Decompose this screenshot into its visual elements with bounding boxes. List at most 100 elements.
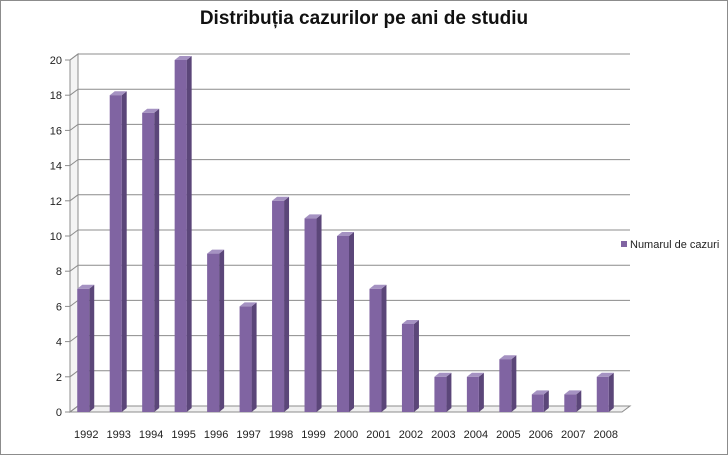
- y-tick-label: 20: [50, 55, 62, 67]
- x-tick-label: 1994: [139, 429, 163, 441]
- bars: [77, 56, 614, 413]
- bar-side: [478, 372, 484, 412]
- bar-front: [531, 394, 544, 412]
- bar-front: [207, 253, 220, 412]
- bar-top: [596, 372, 614, 377]
- bar-side: [154, 108, 160, 413]
- bar: [564, 390, 582, 412]
- y-tick-label: 2: [56, 372, 62, 384]
- bar-top: [304, 214, 322, 219]
- x-tick-label: 2003: [431, 429, 455, 441]
- y-tick-label: 6: [56, 301, 62, 313]
- bar-side: [186, 56, 192, 412]
- bar-front: [174, 60, 187, 412]
- gridline: [69, 159, 630, 167]
- bar-side: [349, 232, 354, 412]
- bar-side: [381, 284, 387, 412]
- bar: [272, 196, 290, 412]
- bar: [142, 108, 160, 413]
- x-axis-ticks: 1992 1993 1994 1995 1996 1997 1998 1999 2000 2001…: [74, 429, 618, 441]
- bar-front: [466, 376, 479, 412]
- gridline: [69, 123, 630, 131]
- y-axis-ticks: 0 2 4 6 8 10 12 14 16 18 20: [50, 55, 71, 419]
- bar-front: [434, 376, 447, 412]
- bar-side: [511, 355, 517, 412]
- x-tick-label: 1997: [236, 429, 260, 441]
- x-tick-label: 1998: [269, 429, 293, 441]
- y-tick-label: 4: [56, 337, 62, 349]
- x-tick-label: 1999: [301, 429, 325, 441]
- bar-side: [251, 302, 257, 412]
- bar-side: [608, 372, 614, 412]
- bar-side: [446, 372, 452, 412]
- legend-swatch: [621, 241, 627, 247]
- bar-side: [413, 320, 419, 412]
- bar: [369, 284, 387, 412]
- bar: [401, 320, 419, 412]
- bar-front: [239, 306, 252, 412]
- bar: [207, 249, 225, 412]
- y-tick-label: 14: [50, 161, 62, 173]
- y-tick-label: 8: [56, 266, 62, 278]
- x-tick-label: 1993: [106, 429, 130, 441]
- bar-front: [142, 112, 155, 413]
- bar: [304, 214, 322, 412]
- bar: [499, 355, 517, 412]
- bar-side: [219, 249, 225, 412]
- bar-top: [77, 284, 95, 289]
- bar-top: [499, 355, 517, 360]
- chart-title: Distribuția cazurilor pe ani de studiu: [199, 8, 529, 29]
- bar-side: [89, 284, 95, 412]
- bar: [596, 372, 614, 412]
- bar: [239, 302, 257, 412]
- bar-front: [499, 359, 512, 412]
- y-tick-label: 16: [50, 125, 62, 137]
- bar-side: [576, 390, 582, 412]
- bar-top: [174, 56, 192, 60]
- bar: [109, 91, 127, 412]
- x-tick-label: 1995: [171, 429, 195, 441]
- bar-front: [596, 376, 609, 412]
- x-tick-label: 2000: [334, 429, 358, 441]
- legend-label: Numarul de cazuri: [630, 239, 719, 251]
- x-tick-label: 2008: [594, 429, 618, 441]
- bar-front: [337, 236, 349, 412]
- bar-side: [121, 91, 127, 412]
- x-tick-label: 2006: [529, 429, 553, 441]
- bar: [531, 390, 549, 412]
- gridline: [69, 229, 630, 237]
- gridline: [69, 53, 630, 61]
- bar-top: [564, 390, 582, 395]
- bar-front: [304, 218, 317, 412]
- bar-top: [239, 302, 257, 307]
- gridline: [69, 264, 630, 272]
- bar-top: [466, 372, 484, 377]
- bar: [466, 372, 484, 412]
- x-tick-label: 2007: [561, 429, 585, 441]
- x-tick-label: 2004: [464, 429, 488, 441]
- bar-top: [401, 320, 419, 324]
- bar-top: [369, 284, 387, 289]
- x-tick-label: 2005: [496, 429, 520, 441]
- y-tick-label: 18: [50, 90, 62, 102]
- x-tick-label: 2002: [399, 429, 423, 441]
- x-tick-label: 2001: [366, 429, 390, 441]
- bar-top: [109, 91, 127, 96]
- bar-top: [142, 108, 160, 113]
- bar-front: [401, 324, 414, 412]
- bar-top: [531, 390, 549, 395]
- bar-front: [369, 288, 382, 412]
- y-tick-label: 12: [50, 196, 62, 208]
- bar-front: [77, 288, 90, 412]
- legend: Numarul de cazuri: [621, 239, 719, 251]
- bar: [337, 232, 354, 412]
- bar: [77, 284, 95, 412]
- x-tick-label: 1996: [204, 429, 228, 441]
- bar-front: [272, 200, 285, 412]
- y-tick-label: 10: [50, 231, 62, 243]
- bar: [434, 372, 452, 412]
- gridline: [69, 88, 630, 96]
- y-tick-label: 0: [56, 407, 62, 419]
- bar-side: [284, 196, 290, 412]
